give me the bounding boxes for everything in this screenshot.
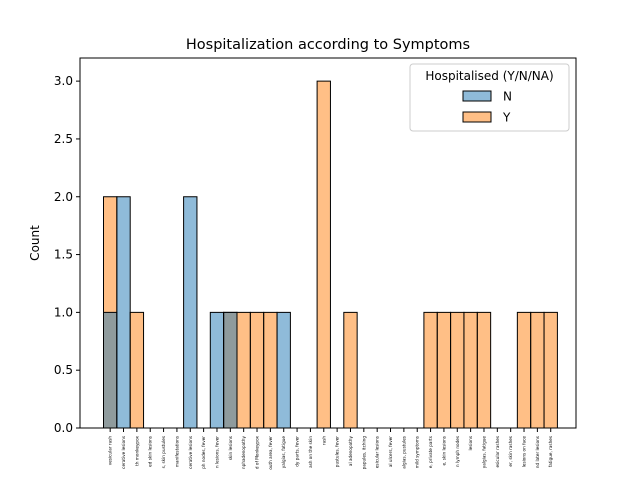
bar-Y-32 (530, 311, 545, 429)
x-tick-label-24: e, private parts (428, 436, 433, 468)
x-tick-label-33: fatigue, rashes (548, 436, 553, 467)
legend-title: Hospitalised (Y/N/NA) (425, 69, 553, 83)
x-tick-label-19: papules, itching (361, 436, 366, 470)
bar-Y-33 (543, 311, 558, 429)
x-tick-label-12: outh area, fever (268, 436, 273, 470)
x-tick-label-3: ed skin lesions (148, 436, 153, 467)
x-tick-label-1: cerative lesions (121, 436, 126, 469)
x-tick-label-4: s, skin pustules (161, 436, 166, 468)
x-tick-label-20: esicular lesions (375, 436, 380, 468)
x-tick-label-14: dy parts, fever (295, 436, 300, 467)
y-tick-label-4: 2.0 (54, 190, 73, 204)
bar-Y-26 (450, 311, 465, 429)
x-tick-label-0: vesicular rash (108, 436, 113, 466)
y-tick-label-5: 2.5 (54, 132, 73, 146)
x-tick-label-11: d of Monkeypox (255, 435, 260, 469)
x-tick-label-9: skin lesions (228, 436, 233, 460)
bar-Y-12 (263, 311, 278, 429)
bar-Y-31 (516, 311, 532, 429)
x-tick-label-10: nphadenopathy (241, 435, 246, 469)
y-tick-label-0: 0.0 (54, 421, 73, 435)
x-tick-label-17: pustules, fever (335, 436, 340, 467)
x-tick-label-29: esicular rashes (495, 436, 500, 468)
x-tick-label-26: n lymph nodes (455, 436, 460, 467)
bar-Y-24 (423, 311, 438, 429)
x-tick-label-18: al adenopathy (348, 435, 353, 466)
bar-N-8 (209, 311, 225, 429)
x-tick-label-8: n lesions, fever (214, 436, 219, 468)
x-tick-label-2: th monkeypox (134, 435, 139, 465)
bar-N-9 (223, 311, 238, 429)
legend-label-N: N (503, 90, 512, 104)
bar-N-6 (183, 196, 198, 429)
legend-label-Y: Y (502, 111, 511, 125)
y-axis-label: Count (28, 225, 42, 261)
x-tick-label-5: manifestations (174, 436, 179, 467)
x-tick-label-15: ash on the skin (308, 436, 313, 468)
x-tick-label-7: ph nodes, fever (201, 436, 206, 469)
x-tick-label-25: e, skin lesions (441, 436, 446, 465)
x-tick-label-28: yalgias, fatigue (481, 436, 486, 469)
bar-N-1 (116, 196, 131, 429)
legend-swatch-N (462, 90, 492, 102)
x-tick-label-31: lesions on face (522, 436, 527, 468)
bar-Y-27 (463, 311, 478, 429)
bar-N-0 (103, 311, 118, 429)
x-tick-label-16: rash (321, 436, 326, 445)
bar-Y-25 (436, 311, 452, 429)
bar-Y-28 (476, 311, 492, 429)
bar-Y-16 (316, 80, 331, 429)
x-tick-label-22: algias, pustules (401, 436, 406, 469)
bar-Y-18 (343, 311, 358, 429)
bar-Y-11 (249, 311, 265, 429)
x-tick-label-21: al ulcers, fever (388, 436, 393, 467)
x-tick-label-23: mild symptoms (415, 436, 420, 468)
x-tick-label-27: lesions (468, 436, 473, 450)
bar-N-13 (276, 311, 291, 429)
x-tick-label-6: cerative lesions (188, 436, 193, 469)
bar-Y-2 (129, 311, 145, 429)
bar-Y-10 (236, 311, 251, 429)
legend: Hospitalised (Y/N/NA) NY (409, 63, 570, 132)
x-tick-label-32: nd later lesions (535, 436, 540, 468)
y-tick-label-6: 3.0 (54, 74, 73, 88)
chart-title: Hospitalization according to Symptoms (186, 37, 470, 53)
y-tick-label-3: 1.5 (54, 248, 73, 262)
x-tick-label-30: er, skin rashes (508, 436, 513, 467)
plot-frame (79, 57, 577, 429)
x-tick-label-13: yalgias, fatigue (281, 436, 286, 469)
plot-area: 0.0 0.5 1.0 1.5 2.0 2.5 3.0 vesicular rash cerat… (54, 57, 577, 470)
legend-swatch-Y (462, 111, 492, 123)
y-tick-label-2: 1.0 (54, 305, 73, 319)
y-tick-label-1: 0.5 (54, 363, 73, 377)
